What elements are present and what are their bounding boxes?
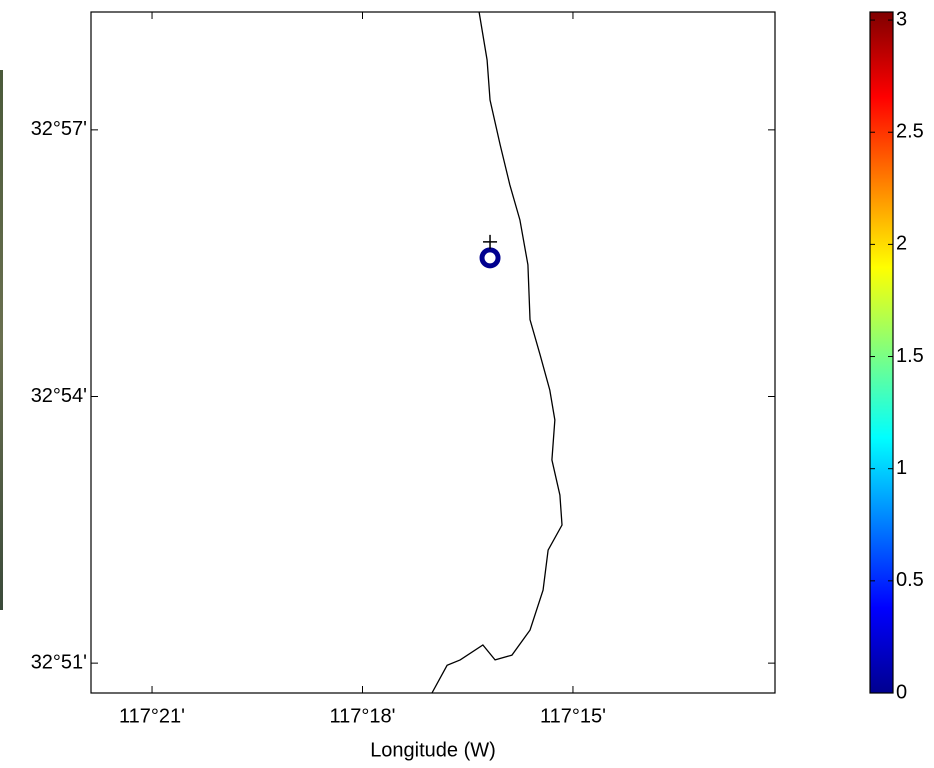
coastline [431, 12, 563, 693]
colorbar-tick-label: 0.5 [896, 569, 924, 591]
colorbar-tick-label: 2 [896, 233, 907, 255]
y-tick-label: 32°57' [31, 118, 87, 140]
x-tick-label: 117°15' [540, 705, 606, 727]
colorbar-tick-label: 1.5 [896, 345, 924, 367]
colorbar-tick-label: 0 [896, 681, 907, 703]
x-tick-label: 117°18' [330, 705, 396, 727]
station-marker [479, 247, 501, 269]
colorbar-tick-label: 3 [896, 8, 907, 30]
axes-box [90, 11, 776, 694]
x-axis-label: Longitude (W) [370, 739, 496, 761]
colorbar-tick-label: 1 [896, 457, 907, 479]
plot-area [431, 12, 563, 693]
colorbar-tick-label: 2.5 [896, 121, 924, 143]
colorbar [869, 11, 894, 694]
y-tick-label: 32°51' [31, 651, 87, 673]
x-tick-label: 117°21' [119, 705, 185, 727]
background-image-edge [0, 70, 3, 610]
cross-marker [483, 234, 498, 249]
y-tick-label: 32°54' [31, 385, 87, 407]
